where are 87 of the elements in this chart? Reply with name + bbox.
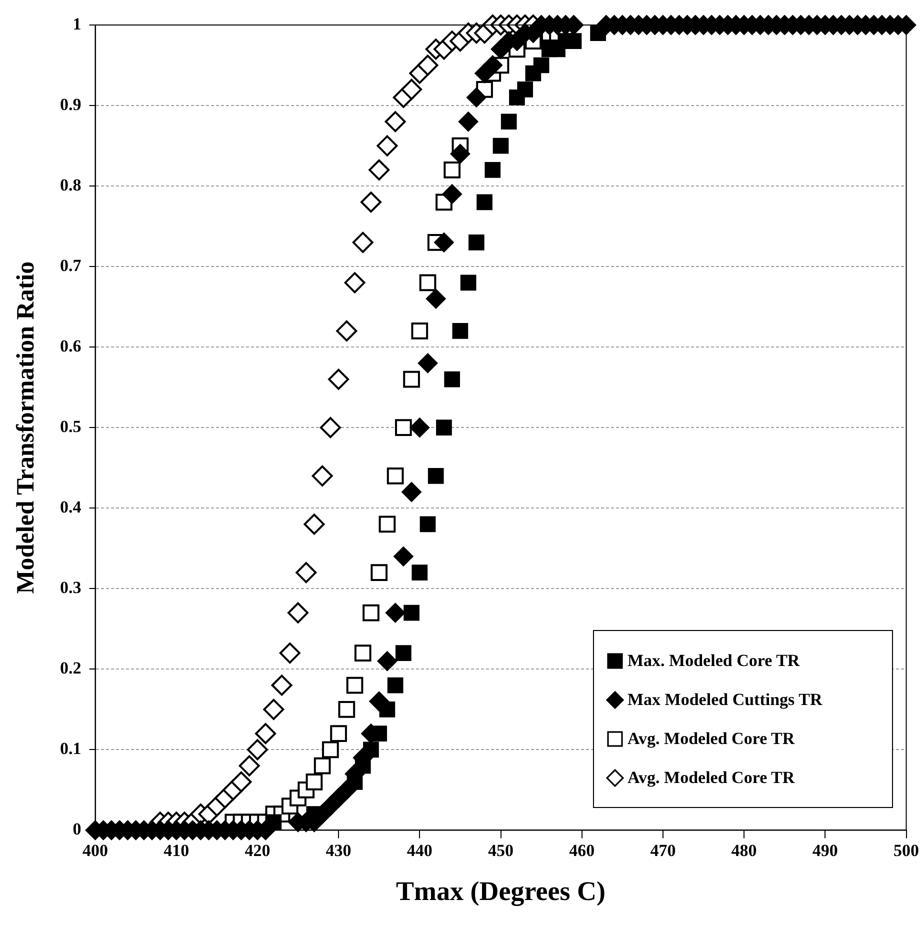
x-axis-title: Tmax (Degrees C) — [396, 876, 606, 906]
legend-label: Max Modeled Cuttings TR — [628, 690, 822, 710]
point — [363, 742, 379, 758]
x-tick-label: 410 — [164, 840, 190, 860]
x-tick-label: 440 — [406, 840, 432, 860]
point — [484, 162, 501, 178]
y-tick-label: 0.6 — [60, 336, 82, 356]
point — [306, 773, 323, 790]
point — [370, 564, 388, 581]
y-tick-label: 0.1 — [60, 739, 82, 758]
y-tick-label: 0.5 — [60, 416, 82, 436]
point — [436, 420, 452, 436]
y-tick-label: 0.9 — [60, 94, 82, 114]
point — [401, 78, 422, 100]
x-tick-label: 460 — [569, 840, 595, 860]
point — [376, 135, 398, 156]
point — [395, 419, 412, 436]
point — [304, 514, 325, 535]
point — [246, 739, 268, 760]
point — [492, 138, 509, 154]
y-tick-label: 0.7 — [60, 256, 82, 275]
point — [412, 564, 428, 580]
y-tick-label: 0.8 — [60, 175, 82, 194]
point — [263, 698, 284, 720]
point — [336, 320, 358, 342]
point — [360, 192, 382, 213]
point — [590, 25, 606, 41]
y-tick-label: 0.2 — [60, 658, 82, 678]
y-tick-label: 0.4 — [60, 498, 82, 517]
x-tick-label: 430 — [326, 840, 352, 860]
legend-label: Avg. Modeled Core TR — [628, 728, 795, 749]
legend-label: Max. Modeled Core TR — [628, 650, 800, 671]
y-tick-label: 1 — [72, 14, 82, 34]
point — [428, 468, 444, 484]
legend-label: Avg. Modeled Core TR — [628, 768, 795, 788]
x-tick-label: 470 — [650, 840, 676, 860]
point — [476, 194, 492, 210]
point — [288, 602, 308, 624]
point — [411, 322, 428, 340]
point — [238, 755, 260, 776]
y-tick-label: 0 — [72, 820, 82, 839]
point — [468, 234, 484, 250]
point — [314, 757, 331, 774]
point — [330, 725, 347, 742]
point — [368, 159, 390, 180]
point — [378, 516, 396, 533]
point — [384, 111, 406, 132]
x-tick-label: 420 — [244, 840, 270, 860]
point — [352, 232, 374, 253]
point — [354, 644, 372, 662]
x-tick-label: 480 — [731, 840, 757, 860]
point — [444, 371, 460, 388]
y-axis-title: Modeled Transformation Ratio — [12, 261, 40, 594]
point — [255, 723, 276, 744]
point — [312, 465, 333, 486]
point — [396, 645, 412, 661]
x-tick-label: 400 — [82, 840, 108, 860]
point — [386, 467, 404, 484]
x-tick-label: 450 — [488, 840, 514, 860]
point — [387, 677, 404, 694]
point — [444, 162, 461, 178]
point — [500, 114, 517, 130]
point — [417, 54, 438, 76]
point — [279, 642, 300, 664]
point — [354, 758, 371, 774]
point — [452, 323, 468, 339]
point — [338, 700, 356, 718]
x-tick-label: 500 — [894, 840, 919, 860]
point — [230, 771, 252, 792]
point — [362, 604, 380, 622]
point — [533, 57, 550, 74]
point — [320, 417, 341, 438]
point — [271, 674, 292, 696]
point — [566, 33, 582, 50]
y-tick-label: 0.3 — [60, 578, 82, 598]
point — [460, 274, 476, 291]
point — [403, 370, 420, 388]
point — [420, 516, 436, 532]
point — [322, 741, 339, 758]
point — [419, 274, 436, 292]
point — [344, 272, 366, 294]
point — [296, 562, 317, 584]
point — [346, 676, 364, 694]
x-tick-label: 490 — [812, 840, 838, 860]
point — [517, 81, 534, 98]
point — [404, 604, 420, 621]
point — [328, 368, 350, 390]
